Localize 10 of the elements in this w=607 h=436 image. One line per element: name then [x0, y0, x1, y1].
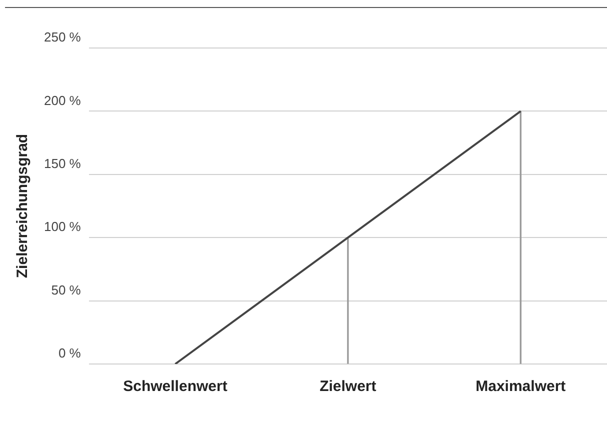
- y-tick-label: 100 %: [44, 219, 82, 234]
- x-tick-label: Maximalwert: [476, 378, 566, 396]
- y-tick-label: 200 %: [44, 92, 82, 108]
- x-tick-label: Schwellenwert: [123, 378, 228, 396]
- y-tick-label: 50 %: [51, 282, 82, 298]
- y-tick-label: 150 %: [44, 156, 82, 171]
- y-tick-label: 250 %: [44, 30, 82, 45]
- y-tick-label: 0 %: [58, 346, 82, 361]
- x-tick-label: Zielwert: [320, 378, 376, 396]
- y-axis-title: Zielerreichungsgrad: [14, 134, 32, 278]
